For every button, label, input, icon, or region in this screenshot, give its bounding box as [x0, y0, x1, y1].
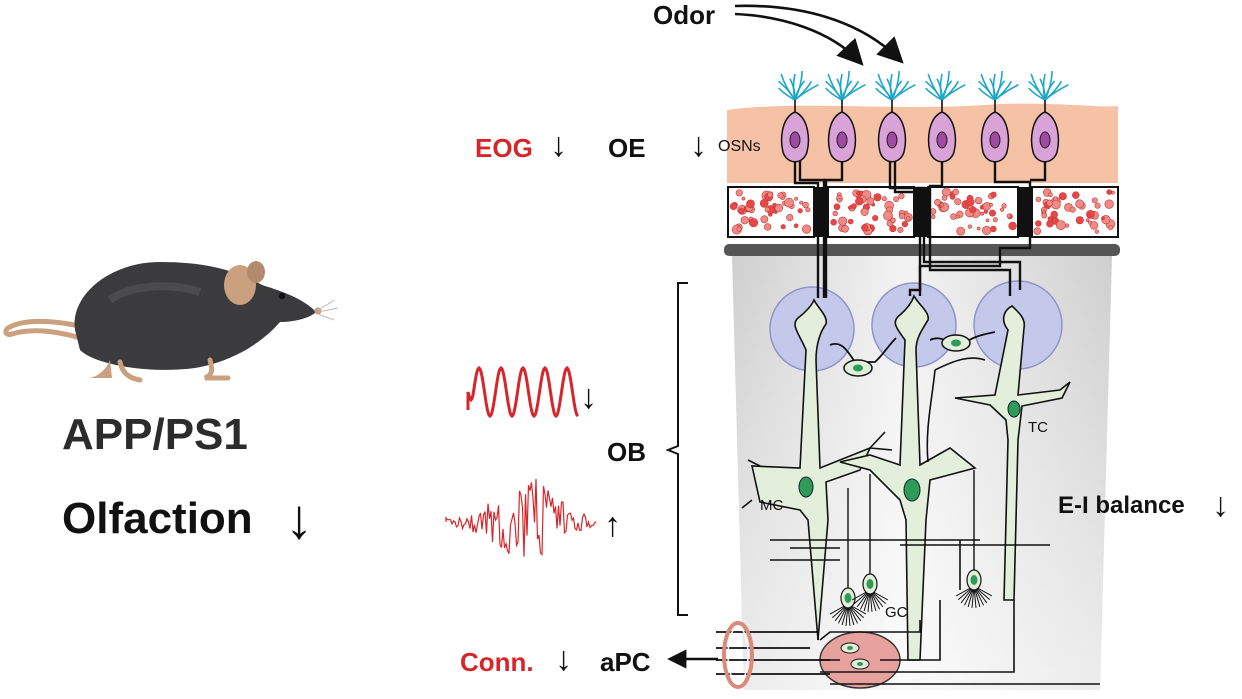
osn-label: OSNs [718, 138, 761, 155]
ei-balance-label: E-I balance [1058, 492, 1185, 519]
osn-cell [925, 70, 966, 163]
granule-cell [829, 488, 867, 626]
mouse-illustration [3, 261, 339, 383]
olfactory-epithelium [727, 103, 1118, 183]
oe-label: OE [608, 133, 646, 163]
odor-arrow-2 [734, 4, 904, 64]
mc-label: MC [760, 497, 784, 514]
osn-cell [875, 70, 916, 163]
odor-label: Odor [653, 0, 716, 30]
eog-label: EOG [475, 133, 533, 163]
conn-arrow: ↓ [555, 640, 572, 678]
oscillation-trace [466, 365, 580, 419]
oscillation-arrow: ↓ [580, 378, 597, 416]
ob-label: OB [607, 437, 646, 467]
granule-cell [955, 470, 993, 608]
osn-cell [1028, 70, 1069, 163]
oe-arrow: ↓ [690, 126, 707, 164]
bulb-neurons [716, 293, 1100, 689]
gc-label: GC [885, 604, 908, 621]
olfaction-label: Olfaction [62, 494, 253, 543]
eog-arrow: ↓ [550, 126, 567, 164]
olfaction-arrow: ↓ [285, 487, 313, 550]
noise-arrow: ↑ [604, 506, 621, 544]
ei-balance-arrow: ↓ [1212, 486, 1229, 524]
osn-axons [793, 155, 1047, 298]
genotype-label: APP/PS1 [62, 410, 248, 459]
osn-cell [778, 70, 819, 163]
tc-label: TC [1028, 419, 1048, 436]
ob-bracket [665, 282, 688, 616]
odor-arrow-1 [734, 12, 864, 66]
osn-cells [778, 70, 1069, 163]
osn-cell [978, 70, 1019, 163]
conn-label: Conn. [460, 647, 534, 677]
apc-label: aPC [600, 647, 651, 677]
noise-trace [445, 478, 597, 557]
granule-cell [851, 474, 889, 612]
osn-cell [825, 70, 866, 163]
